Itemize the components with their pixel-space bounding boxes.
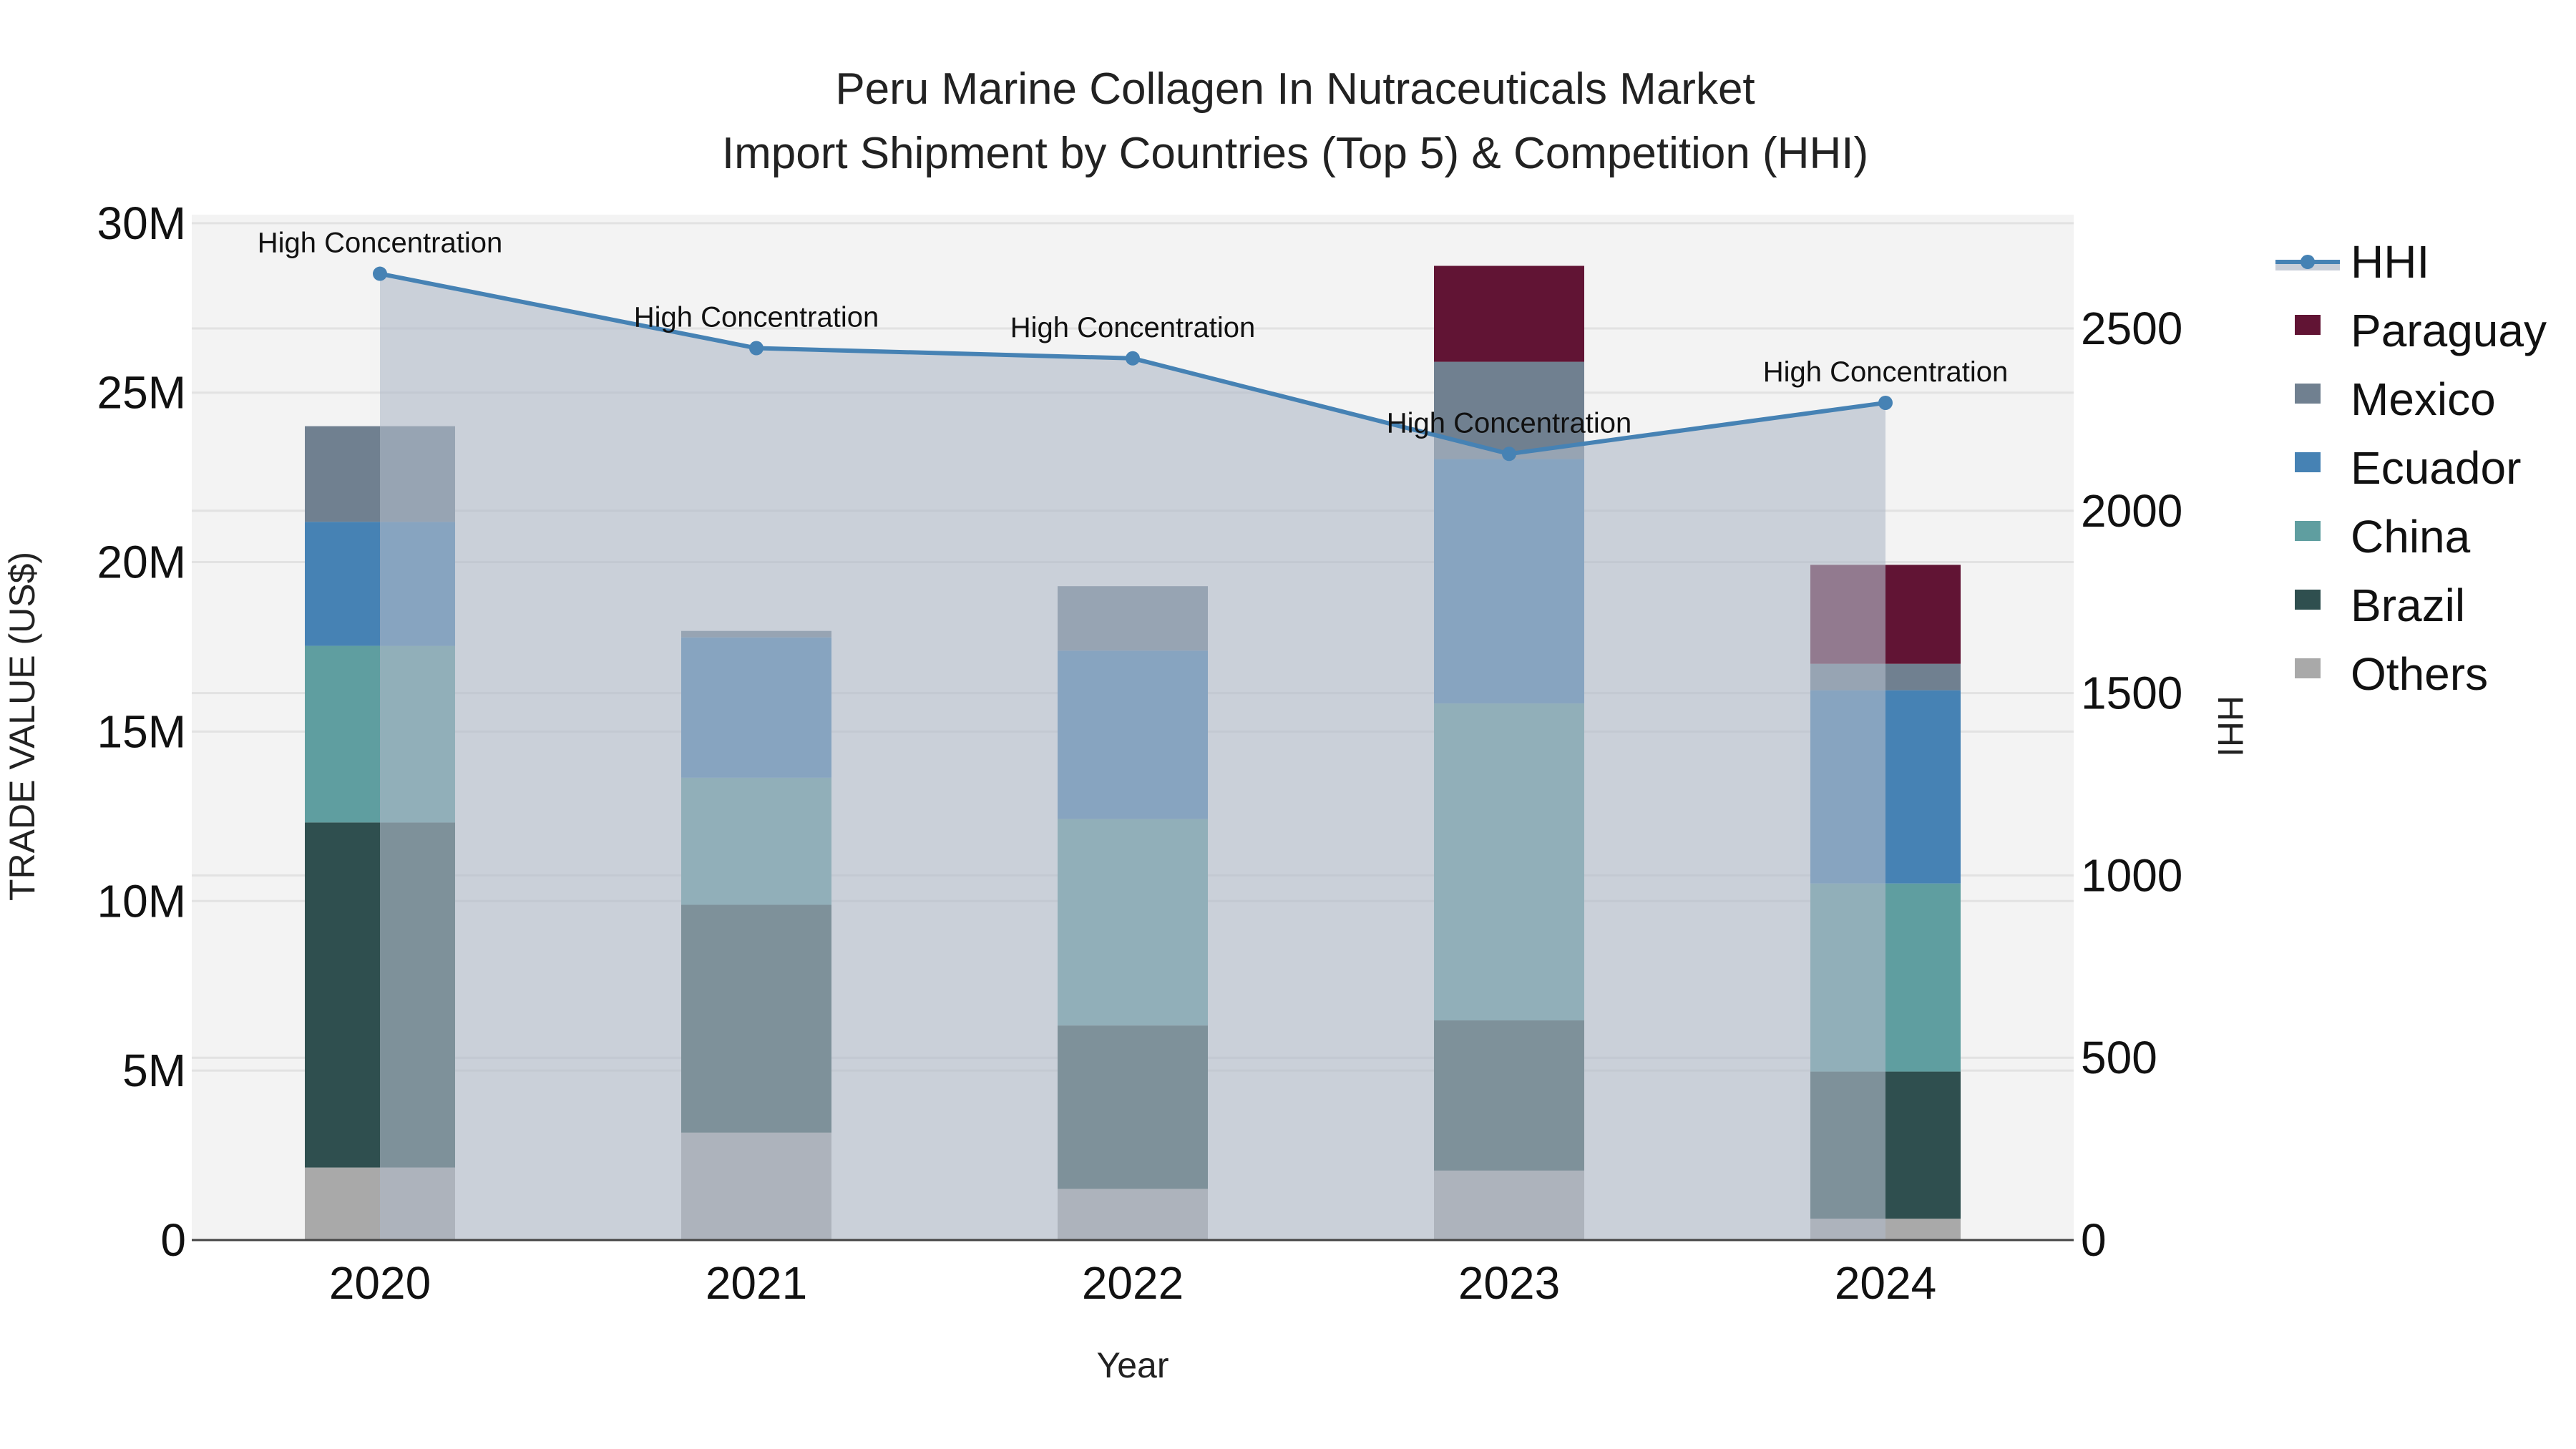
y-tick-label: 10M bbox=[97, 875, 187, 927]
y-axis-label: TRADE VALUE (US$) bbox=[2, 552, 42, 901]
y-tick-label: 5M bbox=[122, 1045, 186, 1096]
legend-label: HHI bbox=[2351, 236, 2429, 288]
legend-label: Others bbox=[2351, 648, 2488, 700]
legend-item-paraguay[interactable]: Paraguay bbox=[2295, 305, 2547, 356]
y2-tick-label: 1500 bbox=[2081, 668, 2182, 719]
legend-label: China bbox=[2351, 511, 2471, 562]
y-tick-label: 15M bbox=[97, 706, 187, 757]
legend-item-others[interactable]: Others bbox=[2295, 648, 2488, 700]
legend-swatch bbox=[2295, 590, 2321, 610]
x-tick-label: 2023 bbox=[1458, 1257, 1560, 1309]
y2-tick-label: 2000 bbox=[2081, 485, 2182, 537]
y-tick-label: 20M bbox=[97, 537, 187, 588]
y2-axis-label: HHI bbox=[2210, 696, 2250, 757]
y-tick-label: 30M bbox=[97, 197, 187, 249]
legend-label: Ecuador bbox=[2351, 442, 2521, 494]
hhi-annotation: High Concentration bbox=[1763, 356, 2008, 388]
hhi-annotation: High Concentration bbox=[1010, 312, 1255, 343]
chart-title: Peru Marine Collagen In Nutraceuticals M… bbox=[722, 64, 1868, 178]
x-axis-ticks: 2020 2021 2022 2023 2024 bbox=[329, 1257, 1936, 1309]
legend-item-china[interactable]: China bbox=[2295, 511, 2471, 562]
legend: HHI Paraguay Mexico Ecuador China Brazil Other… bbox=[2275, 236, 2547, 700]
legend-label: Mexico bbox=[2351, 374, 2496, 425]
hhi-area bbox=[380, 273, 1885, 1241]
legend-label: Brazil bbox=[2351, 580, 2465, 631]
y2-tick-label: 1000 bbox=[2081, 849, 2182, 901]
legend-swatch bbox=[2295, 384, 2321, 404]
hhi-annotation: High Concentration bbox=[634, 302, 879, 333]
hhi-series: High Concentration High Concentration High… bbox=[258, 228, 2008, 1241]
y2-tick-label: 500 bbox=[2081, 1032, 2157, 1083]
chart-title-line1: Peru Marine Collagen In Nutraceuticals M… bbox=[835, 64, 1755, 114]
legend-item-brazil[interactable]: Brazil bbox=[2295, 580, 2465, 631]
y2-tick-label: 0 bbox=[2081, 1214, 2107, 1266]
legend-item-hhi[interactable]: HHI bbox=[2275, 236, 2429, 288]
hhi-marker[interactable] bbox=[373, 266, 387, 281]
y-tick-label: 25M bbox=[97, 367, 187, 419]
hhi-annotation: High Concentration bbox=[258, 228, 502, 259]
legend-label: Paraguay bbox=[2351, 305, 2547, 356]
x-tick-label: 2021 bbox=[706, 1257, 807, 1309]
hhi-marker[interactable] bbox=[1878, 395, 1893, 410]
x-tick-label: 2022 bbox=[1082, 1257, 1184, 1309]
x-tick-label: 2020 bbox=[329, 1257, 431, 1309]
hhi-marker[interactable] bbox=[1126, 351, 1140, 366]
y-tick-label: 0 bbox=[160, 1214, 186, 1266]
hhi-marker[interactable] bbox=[1502, 447, 1516, 462]
bar-segment-paraguay[interactable] bbox=[1434, 265, 1584, 362]
legend-swatch bbox=[2295, 521, 2321, 541]
hhi-marker-swatch bbox=[2301, 255, 2315, 269]
legend-swatch bbox=[2295, 315, 2321, 335]
y2-tick-label: 2500 bbox=[2081, 303, 2182, 354]
hhi-marker[interactable] bbox=[749, 341, 763, 356]
y-axis-ticks: 0 5M 10M 15M 20M 25M 30M bbox=[97, 197, 187, 1266]
x-axis-label: Year bbox=[1096, 1345, 1169, 1385]
y2-axis-ticks: 0 500 1000 1500 2000 2500 bbox=[2081, 303, 2182, 1266]
legend-swatch bbox=[2295, 452, 2321, 472]
legend-item-ecuador[interactable]: Ecuador bbox=[2295, 442, 2521, 494]
chart-title-line2: Import Shipment by Countries (Top 5) & C… bbox=[722, 129, 1868, 178]
legend-swatch bbox=[2295, 658, 2321, 678]
legend-item-mexico[interactable]: Mexico bbox=[2295, 374, 2496, 425]
x-tick-label: 2024 bbox=[1835, 1257, 1936, 1309]
hhi-annotation: High Concentration bbox=[1387, 407, 1631, 439]
